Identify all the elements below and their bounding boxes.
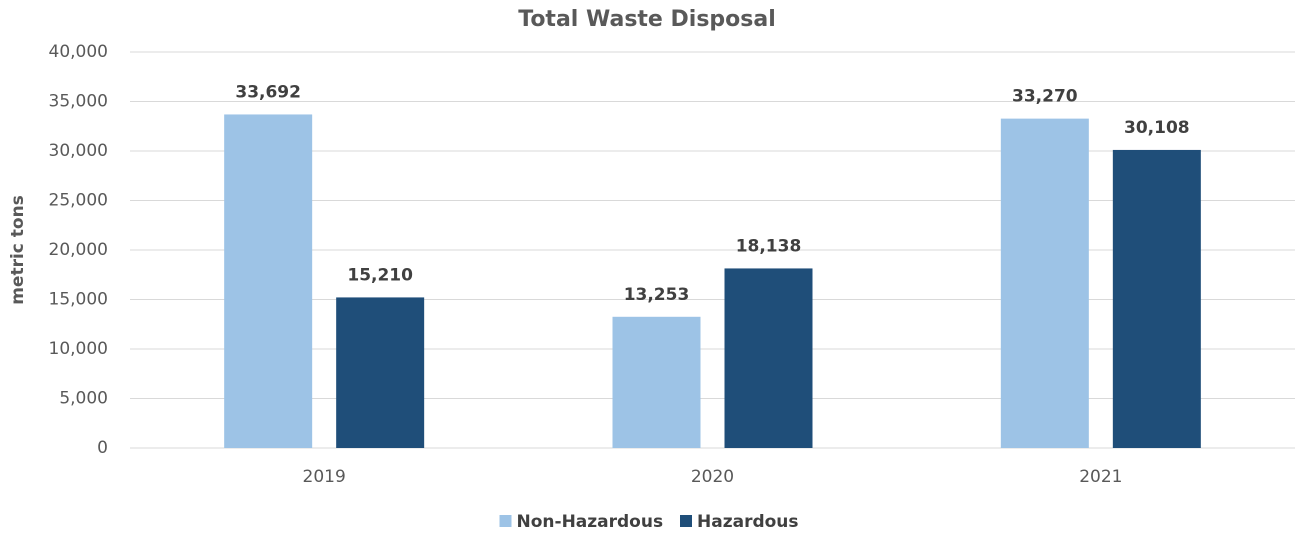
- y-tick-label: 30,000: [49, 141, 108, 161]
- bar: [612, 316, 701, 448]
- legend-swatch: [680, 515, 692, 527]
- bar: [724, 268, 813, 448]
- bar: [1112, 149, 1201, 449]
- legend-label: Non-Hazardous: [517, 512, 664, 532]
- legend-swatch: [499, 515, 512, 527]
- value-label: 33,692: [235, 82, 301, 102]
- y-tick-label: 40,000: [49, 42, 108, 62]
- legend-label: Hazardous: [697, 512, 799, 532]
- y-axis-label: metric tons: [8, 195, 28, 305]
- y-tick-label: 5,000: [59, 389, 108, 409]
- x-tick-label: 2019: [303, 467, 346, 487]
- bar: [336, 297, 425, 448]
- y-tick-label: 20,000: [49, 240, 108, 260]
- value-label: 30,108: [1124, 118, 1190, 138]
- value-label: 15,210: [347, 265, 413, 285]
- x-tick-label: 2021: [1079, 467, 1122, 487]
- y-tick-label: 0: [97, 438, 108, 458]
- y-tick-label: 25,000: [49, 191, 108, 211]
- bar: [1000, 118, 1089, 448]
- value-label: 18,138: [736, 236, 802, 256]
- y-tick-label: 10,000: [49, 339, 108, 359]
- chart-title: Total Waste Disposal: [518, 7, 776, 32]
- x-tick-label: 2020: [691, 467, 734, 487]
- value-label: 33,270: [1012, 87, 1078, 107]
- bar: [224, 114, 313, 448]
- value-label: 13,253: [624, 285, 690, 305]
- y-tick-label: 35,000: [49, 92, 108, 112]
- y-tick-label: 15,000: [49, 290, 108, 310]
